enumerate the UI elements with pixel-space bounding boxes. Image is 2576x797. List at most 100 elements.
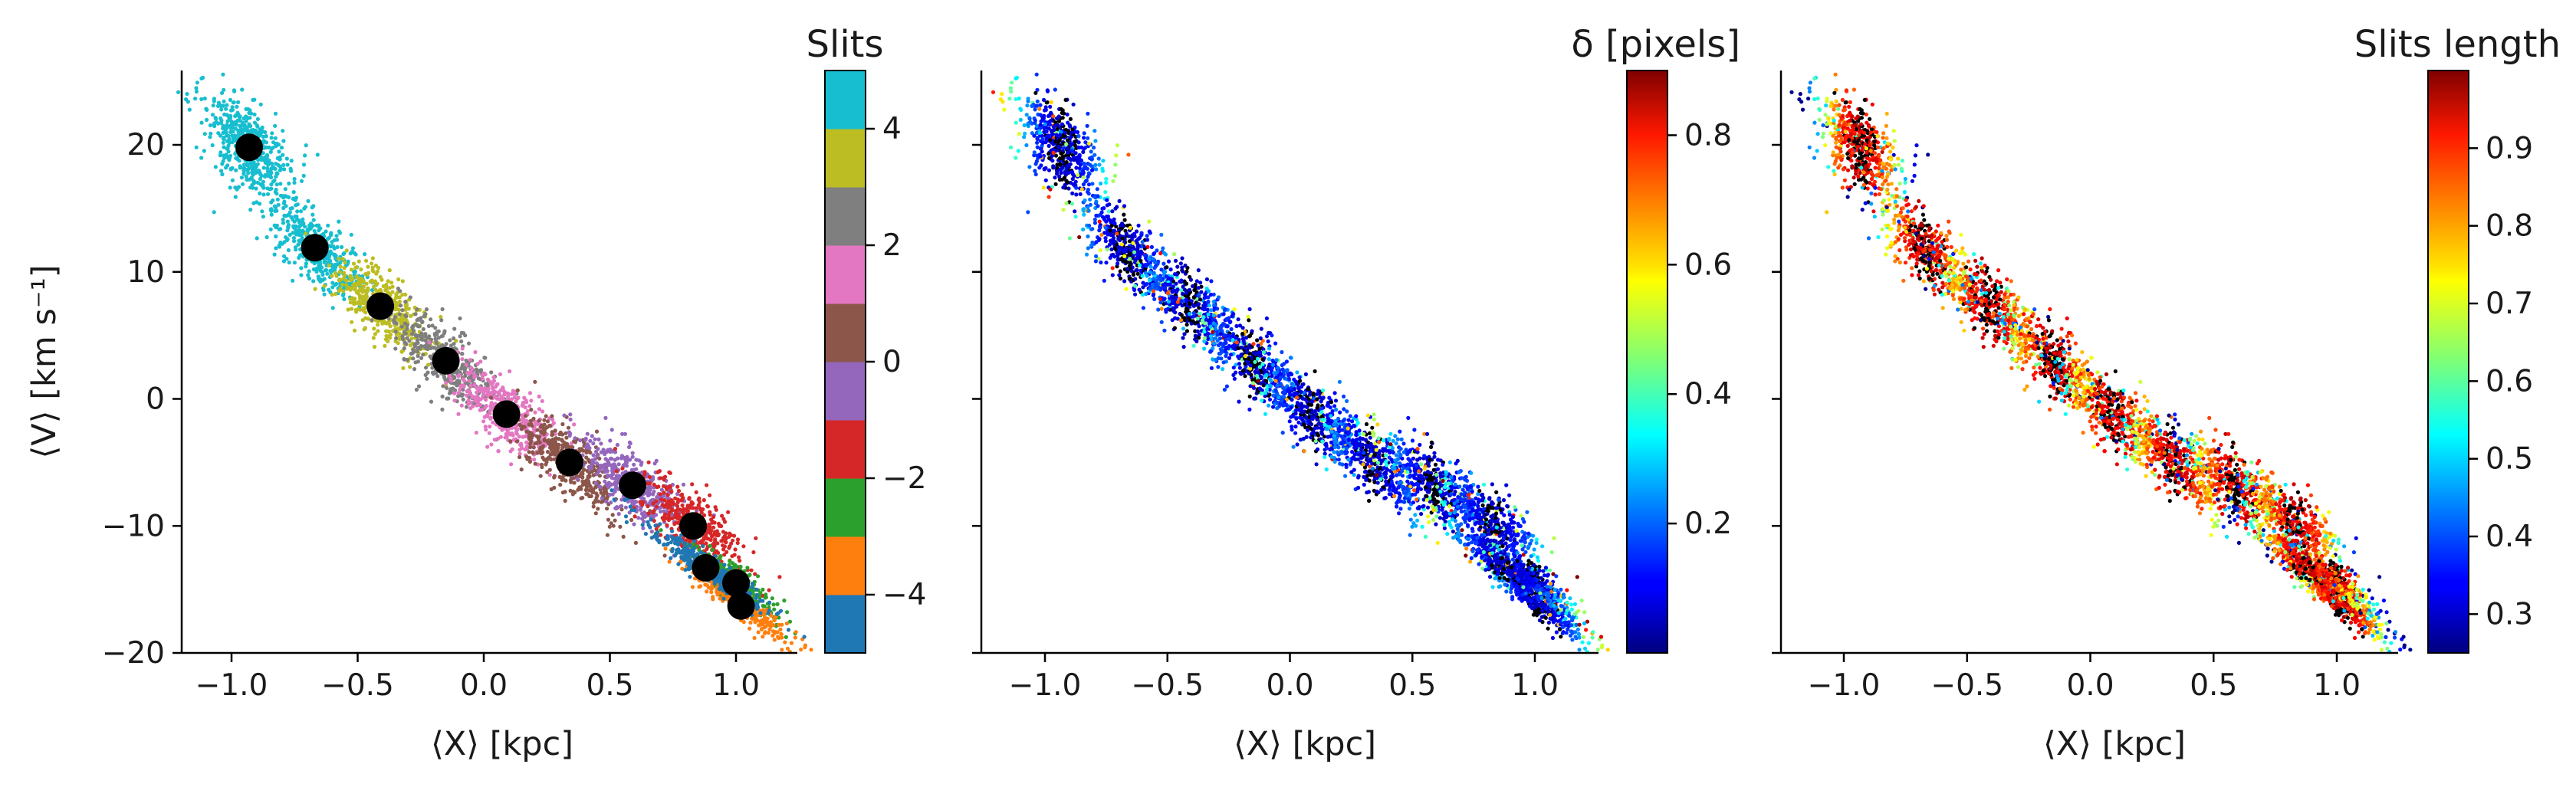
data-point bbox=[222, 87, 226, 92]
data-point bbox=[1034, 103, 1039, 108]
data-point bbox=[244, 119, 248, 123]
data-point bbox=[286, 248, 291, 253]
data-point bbox=[659, 497, 664, 502]
data-point bbox=[1032, 150, 1037, 155]
data-point bbox=[257, 130, 261, 135]
data-point bbox=[754, 536, 758, 540]
data-point bbox=[708, 493, 712, 497]
data-point bbox=[1047, 156, 1052, 160]
data-point bbox=[416, 338, 420, 343]
data-point bbox=[236, 133, 242, 137]
data-point bbox=[675, 484, 680, 489]
data-point bbox=[399, 349, 404, 354]
data-point bbox=[456, 412, 461, 416]
data-point bbox=[269, 182, 274, 187]
data-point bbox=[519, 427, 524, 431]
data-point bbox=[1073, 139, 1078, 144]
data-point bbox=[429, 317, 433, 322]
data-point bbox=[458, 316, 462, 321]
data-point bbox=[348, 297, 353, 301]
data-point bbox=[224, 166, 228, 170]
data-point bbox=[612, 497, 616, 502]
data-point bbox=[594, 495, 599, 500]
data-point bbox=[266, 162, 271, 167]
data-point bbox=[1038, 113, 1043, 117]
data-point bbox=[783, 640, 787, 644]
data-point bbox=[370, 261, 374, 266]
data-point bbox=[457, 372, 462, 377]
data-point bbox=[619, 503, 624, 508]
data-point bbox=[452, 398, 457, 403]
data-point bbox=[593, 437, 597, 441]
data-point bbox=[721, 543, 725, 548]
colorbar-swatch bbox=[825, 187, 866, 246]
data-point bbox=[354, 265, 359, 270]
data-point bbox=[274, 182, 279, 187]
data-point bbox=[467, 372, 472, 376]
data-point bbox=[542, 458, 547, 462]
data-point bbox=[317, 277, 321, 281]
data-point bbox=[372, 326, 376, 331]
data-point bbox=[439, 334, 444, 339]
data-point bbox=[461, 383, 465, 388]
data-point bbox=[1071, 102, 1076, 107]
data-point bbox=[432, 332, 437, 336]
data-point bbox=[176, 90, 181, 94]
data-point bbox=[1053, 87, 1057, 92]
data-point bbox=[481, 376, 485, 382]
data-point bbox=[1074, 166, 1079, 170]
data-point bbox=[541, 426, 546, 431]
data-point bbox=[522, 395, 527, 400]
data-point bbox=[199, 156, 204, 160]
data-point bbox=[698, 507, 703, 512]
data-point bbox=[277, 149, 281, 154]
data-point bbox=[1114, 153, 1119, 158]
data-point bbox=[590, 434, 594, 438]
data-point bbox=[216, 131, 221, 136]
data-point bbox=[325, 271, 330, 276]
data-point bbox=[623, 497, 627, 503]
data-point bbox=[409, 313, 413, 318]
data-point bbox=[335, 238, 340, 242]
data-point bbox=[278, 182, 283, 186]
data-point bbox=[260, 209, 264, 214]
data-point bbox=[1038, 123, 1043, 127]
data-point bbox=[340, 282, 345, 287]
data-point bbox=[376, 323, 380, 327]
data-point bbox=[1030, 103, 1034, 108]
data-point bbox=[639, 462, 643, 467]
data-point bbox=[573, 490, 577, 495]
data-point bbox=[452, 375, 457, 379]
data-point bbox=[276, 202, 281, 207]
data-point bbox=[234, 168, 238, 172]
data-point bbox=[415, 307, 419, 312]
data-point bbox=[194, 89, 199, 94]
data-point bbox=[756, 574, 761, 579]
data-point bbox=[233, 113, 238, 119]
data-point bbox=[421, 326, 426, 332]
data-point bbox=[383, 343, 387, 348]
data-point bbox=[231, 100, 235, 105]
data-point bbox=[292, 225, 297, 230]
data-point bbox=[468, 406, 473, 411]
data-point bbox=[527, 404, 532, 408]
data-point bbox=[270, 131, 274, 136]
data-point bbox=[259, 173, 264, 178]
data-point bbox=[529, 408, 534, 412]
data-point bbox=[403, 341, 408, 346]
data-point bbox=[353, 270, 357, 274]
data-point bbox=[780, 635, 784, 640]
data-point bbox=[642, 470, 647, 474]
data-point bbox=[426, 323, 432, 329]
data-point bbox=[512, 392, 517, 396]
data-point bbox=[764, 595, 768, 600]
data-point bbox=[1073, 151, 1078, 156]
data-point bbox=[748, 626, 752, 631]
data-point bbox=[694, 490, 698, 495]
data-point bbox=[222, 145, 226, 149]
data-point bbox=[403, 313, 408, 318]
data-point bbox=[550, 440, 555, 445]
data-point bbox=[211, 103, 215, 108]
data-point bbox=[348, 251, 353, 256]
data-point bbox=[278, 168, 282, 172]
